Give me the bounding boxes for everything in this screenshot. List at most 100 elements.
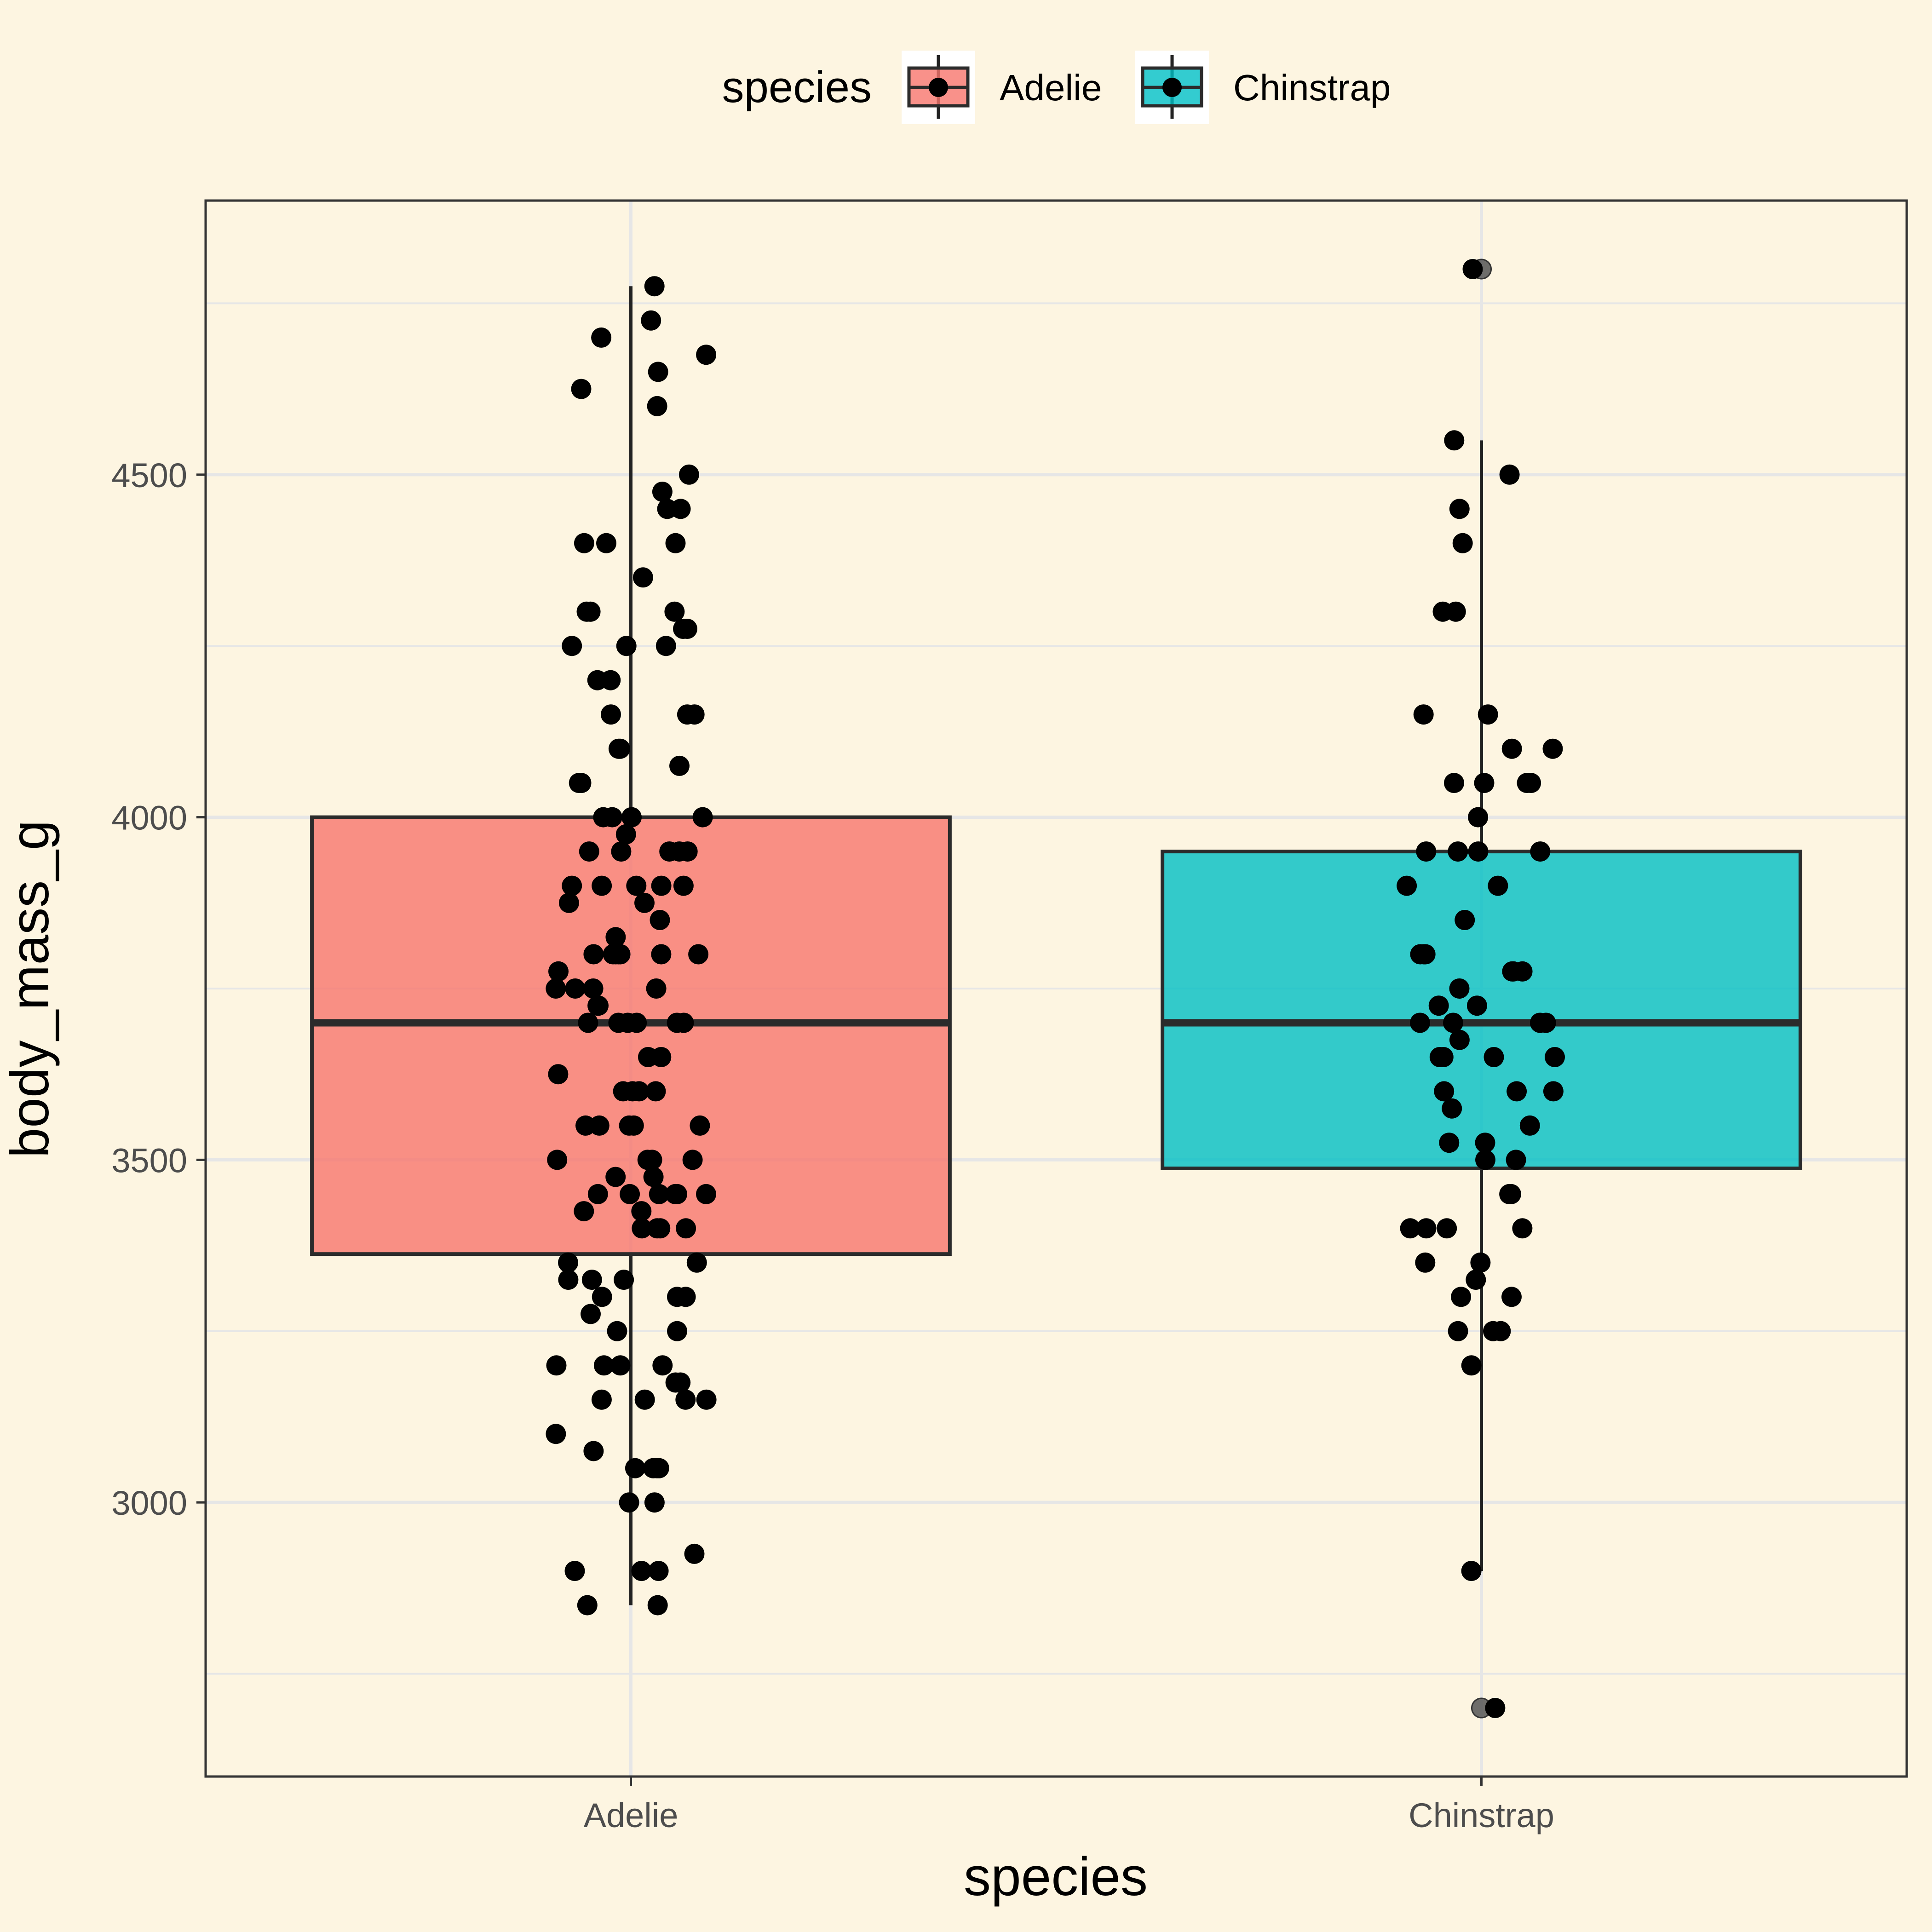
data-point	[558, 1252, 578, 1273]
data-point	[1410, 1012, 1430, 1033]
data-point	[1433, 1047, 1454, 1067]
data-point	[631, 1201, 652, 1222]
data-point	[546, 978, 566, 999]
data-point	[546, 1424, 566, 1444]
data-point	[665, 1372, 686, 1393]
data-point	[562, 636, 582, 656]
data-point	[1506, 1150, 1526, 1170]
data-point	[1428, 995, 1449, 1016]
data-point	[622, 1081, 643, 1102]
data-point	[1468, 841, 1489, 862]
data-point	[645, 1081, 666, 1102]
data-point	[1512, 1218, 1533, 1239]
data-point	[569, 773, 589, 794]
data-point	[1468, 807, 1489, 828]
data-point	[696, 345, 717, 365]
data-point	[610, 1355, 631, 1376]
data-point	[1488, 875, 1508, 896]
data-point	[1413, 704, 1434, 725]
data-point	[621, 807, 642, 828]
data-point	[1461, 1355, 1482, 1376]
data-point	[690, 1115, 710, 1136]
data-point	[688, 944, 709, 965]
data-point	[1475, 1133, 1495, 1153]
data-point	[682, 1150, 703, 1170]
data-point	[665, 533, 686, 553]
legend-title: species	[722, 63, 872, 112]
data-point	[664, 601, 685, 622]
data-point	[1499, 1184, 1520, 1204]
data-point	[696, 1389, 717, 1410]
data-point	[646, 978, 667, 999]
data-point	[610, 944, 631, 965]
data-point	[1443, 1012, 1463, 1033]
data-point	[605, 1167, 626, 1187]
data-point	[1478, 704, 1498, 725]
data-point	[634, 892, 655, 913]
legend-entry-label: Adelie	[1000, 67, 1102, 108]
data-point	[575, 1115, 596, 1136]
data-point	[1466, 995, 1487, 1016]
legend: species Adelie Chinstrap	[722, 51, 1391, 124]
data-point	[1461, 1561, 1482, 1581]
panel-border	[204, 199, 1908, 1778]
data-point	[1444, 430, 1465, 451]
data-point	[1448, 1321, 1468, 1341]
data-point	[651, 1047, 672, 1067]
data-point	[615, 824, 636, 845]
data-point	[652, 482, 673, 502]
data-point	[571, 379, 592, 399]
data-point	[1501, 1287, 1522, 1307]
data-point	[675, 1389, 696, 1410]
data-point	[1530, 1012, 1550, 1033]
data-point	[620, 1184, 640, 1204]
data-point	[1451, 1287, 1472, 1307]
data-point	[577, 1595, 598, 1616]
data-point	[634, 1389, 655, 1410]
data-point	[1397, 875, 1417, 896]
data-point	[686, 1252, 707, 1273]
data-point	[1415, 1252, 1436, 1273]
data-point	[669, 755, 690, 776]
data-point	[626, 875, 647, 896]
data-point	[574, 533, 594, 553]
data-point	[1400, 1218, 1420, 1239]
y-tick-label: 3500	[111, 1141, 187, 1179]
data-point	[656, 636, 676, 656]
data-point	[684, 1543, 705, 1564]
data-point	[1439, 1133, 1460, 1153]
data-point	[1519, 1115, 1540, 1136]
data-point	[651, 875, 672, 896]
data-point	[581, 1304, 601, 1324]
y-tick-label: 3000	[111, 1484, 187, 1522]
data-point	[596, 533, 616, 553]
data-point	[652, 1355, 673, 1376]
data-point	[1455, 910, 1475, 930]
data-point	[632, 567, 653, 588]
data-point	[1474, 773, 1495, 794]
data-point	[547, 1150, 568, 1170]
data-point	[593, 1355, 614, 1376]
data-point	[562, 875, 582, 896]
data-point	[644, 276, 665, 297]
data-point	[1499, 464, 1520, 485]
data-point	[611, 841, 632, 862]
data-point	[1545, 1047, 1565, 1067]
series-chinstrap	[1161, 259, 1802, 1719]
data-point	[657, 499, 678, 519]
y-axis-title: body_mass_g	[0, 820, 60, 1158]
data-point	[650, 910, 670, 930]
data-point	[651, 944, 672, 965]
data-point	[602, 807, 622, 828]
data-point	[647, 396, 667, 416]
data-point	[648, 362, 668, 382]
data-point	[548, 1064, 569, 1085]
data-point	[1414, 944, 1435, 965]
data-point	[1437, 1218, 1457, 1239]
data-point	[581, 1270, 602, 1290]
data-point	[673, 875, 694, 896]
data-point	[616, 636, 637, 656]
data-point	[1484, 1047, 1504, 1067]
legend-key-point	[929, 78, 948, 97]
data-point	[692, 807, 713, 828]
